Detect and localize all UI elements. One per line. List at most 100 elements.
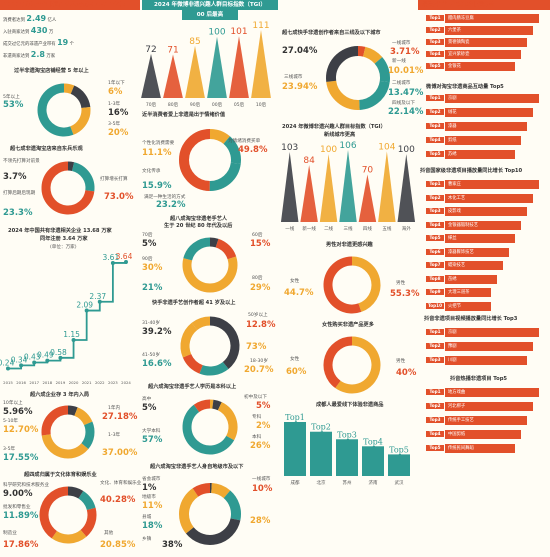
tgi-city-triangle-2 — [300, 164, 318, 222]
weibo-interact-badge-1: Top1 — [426, 95, 444, 101]
d2-pct-2: 23.3% — [3, 208, 33, 218]
douyin-goods-row-1: Top1 腊肉肠冻豆腐 — [426, 14, 539, 24]
hot-projects-row-1: Top1 地方戏曲 — [426, 388, 539, 398]
d7-slice-2 — [199, 361, 229, 376]
d1-pct-3: 20% — [108, 128, 129, 138]
d10-label-4: 三线城市 — [284, 75, 303, 80]
d11-slice-1 — [351, 256, 381, 312]
d7-slice-5 — [191, 316, 211, 331]
weibo-interact-row-1: Top1 京剧 — [426, 94, 539, 104]
d7-label-2: 41-50岁 — [142, 353, 160, 358]
d4-slice-5 — [39, 486, 69, 539]
d10-label-2: 新一线 — [392, 59, 406, 64]
d10-pct-4: 22.14% — [388, 107, 424, 117]
d5-slice-1 — [209, 129, 230, 145]
national-growth-row-7: Top7 蜡染技艺 — [426, 261, 538, 271]
d9-slice-6 — [192, 483, 211, 497]
tgi-age-label-6: 10后 — [256, 101, 267, 108]
d9-label-4: 乡镇 — [142, 537, 152, 542]
hot-projects-label-1: 地方戏曲 — [445, 388, 539, 397]
national-growth-badge-9: Top9 — [426, 289, 444, 295]
douyin-goods-row-3: Top3 景德镇陶瓷 — [426, 38, 538, 48]
hot-projects-label-4: 中国剪纸 — [445, 430, 521, 439]
weibo-interact-row-2: Top2 绒花 — [426, 108, 538, 118]
d11-pct-1: 44.7% — [284, 288, 314, 298]
douyin-goods-badge-3: Top3 — [426, 39, 444, 45]
growth-point-8 — [97, 299, 102, 304]
growth-value-6: 1.15 — [63, 330, 80, 339]
growth-year-8: 2022 — [95, 380, 105, 385]
national-growth-row-4: Top4 金银器锻制技艺 — [426, 220, 538, 231]
tgi-city-triangle-1 — [280, 152, 299, 222]
top5-city-4: 济南 — [369, 479, 378, 486]
douyin-goods-row-5: Top5 金银花 — [426, 62, 538, 72]
national-growth-badge-2: Top2 — [426, 194, 444, 201]
d7-pct-1: 39.2% — [142, 327, 172, 337]
hot-projects-badge-2: Top2 — [426, 403, 444, 409]
hot-projects-badge-1: Top1 — [426, 389, 444, 395]
top5-bar-1 — [284, 422, 306, 476]
d11-pct-2: 55.3% — [390, 289, 420, 299]
d8-slice-3 — [217, 402, 238, 441]
top5-rank-5: Top5 — [389, 445, 409, 454]
video-growth-label-2: 豫剧 — [445, 342, 533, 351]
tgi-age-triangle-5 — [229, 36, 249, 98]
growth-year-7: 2021 — [82, 380, 92, 385]
weibo-interact-row-5: Top5 苏绣 — [426, 150, 538, 160]
d8-slice-4 — [182, 404, 235, 455]
growth-title: 2024 年中国共有非遗相关企业 13.68 万家 — [8, 228, 112, 234]
growth-line-chart: 0.24 2015 0.34 2016 0.43 2017 0.49 2018 0.58 2019… — [0, 252, 133, 385]
donut5-title: 近半消费者爱上非遗是出于情绪价值 — [142, 112, 226, 118]
weibo-interact-label-5: 苏绣 — [445, 150, 515, 159]
d6-slice-2 — [215, 238, 237, 260]
growth-line — [8, 262, 127, 370]
national-growth-label-5: 缂丝 — [445, 234, 515, 243]
d3-pct-2: 12.70% — [3, 425, 39, 435]
tgi-city-label-6: 五线 — [382, 225, 391, 232]
tgi-city-triangle-6 — [378, 151, 396, 222]
d4-pct-4: 20.85% — [100, 540, 136, 550]
d5-pct-3: 23.2% — [156, 200, 186, 210]
growth-year-5: 2019 — [56, 380, 66, 385]
top5-rank-4: Top4 — [363, 437, 383, 446]
national-growth-badge-7: Top7 — [426, 262, 444, 268]
video-growth-row-2: Top2 豫剧 — [426, 342, 538, 352]
d10-label-5: 四线及以下 — [392, 101, 415, 106]
douyin-goods-badge-4: Top4 — [426, 51, 444, 57]
weibo-interact-label-3: 漆器 — [445, 122, 527, 131]
donut-gender-interest — [323, 256, 381, 314]
d6-slice-1 — [209, 237, 219, 248]
weibo-interact-label-2: 绒花 — [445, 108, 533, 117]
top5-rank-1: Top1 — [285, 413, 305, 422]
d5-label-2: 文化传承 — [142, 169, 161, 174]
d12-pct-1: 60% — [286, 367, 307, 377]
weibo-interact-badge-5: Top5 — [426, 151, 444, 157]
d9-pct-3: 18% — [142, 521, 163, 531]
tgi-city-chart: 103 一线 84 新一线 100 二线 106 三线 70 四线 104 五线 100 海外 — [280, 141, 415, 232]
d7-pct-3: 12.8% — [246, 320, 276, 330]
national-growth-label-8: 苗绣 — [445, 274, 497, 284]
d3-label-4: 1年内 — [108, 406, 121, 411]
d11-label-2: 男性 — [396, 281, 406, 286]
d9-pct-6: 10% — [252, 484, 273, 494]
d8-label-6: 大学本科 — [142, 429, 161, 434]
national-growth-label-3: 皮影戏 — [445, 207, 527, 216]
d1-slice-3 — [69, 106, 91, 135]
d3-slice-1 — [67, 405, 78, 416]
growth-year-9: 2023 — [108, 380, 118, 385]
tgi-city-label-5: 四线 — [363, 225, 372, 232]
growth-value-9: 3.61 — [103, 253, 120, 262]
d2-label-1: 不领先打算对前景 — [3, 159, 40, 164]
d1-label-3: 3-5年 — [108, 122, 121, 127]
tgi-city-value-6: 104 — [378, 142, 395, 152]
d8-label-4: 本科 — [252, 435, 262, 440]
d10-slice-6 — [326, 46, 359, 82]
tgi-city-value-4: 106 — [339, 141, 356, 151]
stat-consumers: 消费者达到 2.49 亿人 — [3, 14, 57, 23]
d2-pct-1: 3.7% — [3, 172, 27, 182]
col4-header-2: 微博对淘宝非遗商品互动量 Top5 — [426, 84, 504, 90]
video-growth-label-3: 川剧 — [445, 356, 527, 365]
d7-slice-3 — [182, 353, 204, 374]
d4-label-4: 其他 — [104, 531, 114, 536]
donut2-title: 超七成非遗淘宝店来自东兵乐观 — [10, 146, 83, 152]
